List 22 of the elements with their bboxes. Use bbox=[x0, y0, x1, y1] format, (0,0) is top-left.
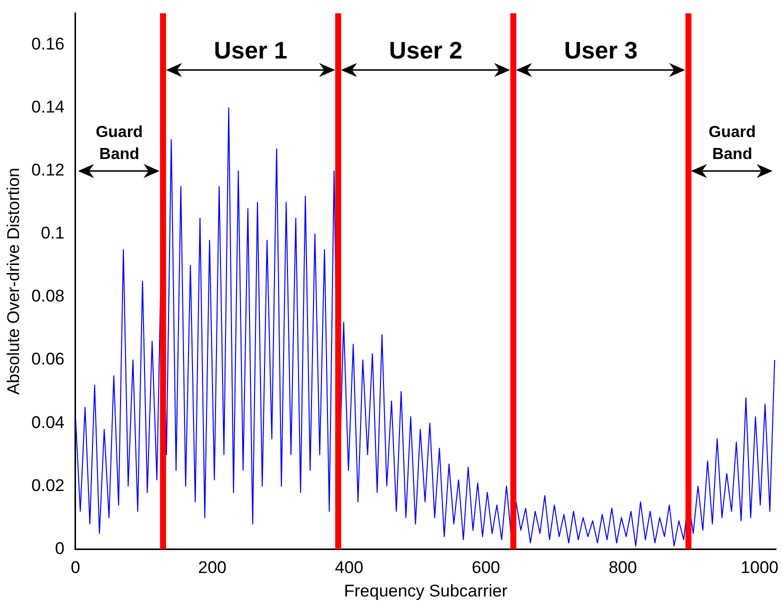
annotation: User 1 bbox=[214, 38, 288, 65]
y-tick-label: 0.12 bbox=[31, 160, 64, 180]
x-tick-label: 0 bbox=[70, 558, 80, 578]
y-axis-title: Absolute Over-drive Distortion bbox=[4, 168, 23, 395]
y-tick-label: 0.04 bbox=[31, 412, 64, 432]
x-tick-label: 600 bbox=[472, 558, 500, 578]
y-tick-label: 0.02 bbox=[31, 476, 64, 495]
annotation: Guard Band bbox=[708, 124, 756, 164]
y-tick-label: 0.16 bbox=[31, 34, 64, 54]
annotation: Guard Band bbox=[96, 124, 143, 164]
x-tick-label: 200 bbox=[198, 558, 226, 578]
annotation: User 3 bbox=[564, 38, 638, 65]
y-tick-label: 0.1 bbox=[40, 224, 64, 243]
annotation: User 2 bbox=[389, 38, 462, 65]
y-tick-label: 0.14 bbox=[31, 97, 64, 116]
x-tick-label: 400 bbox=[334, 558, 364, 578]
x-tick-label: 800 bbox=[608, 558, 637, 578]
x-axis-title: Frequency Subcarrier bbox=[344, 581, 508, 600]
y-tick-label: 0 bbox=[55, 538, 64, 558]
y-tick-label: 0.08 bbox=[31, 286, 64, 306]
y-tick-label: 0.06 bbox=[31, 350, 64, 369]
x-tick-label: 1000 bbox=[740, 558, 778, 578]
